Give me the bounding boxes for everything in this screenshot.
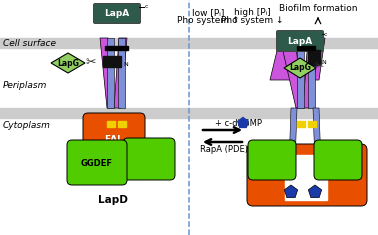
Text: c: c <box>145 4 149 9</box>
Polygon shape <box>313 108 321 165</box>
Bar <box>105 46 128 50</box>
Text: c: c <box>324 31 327 36</box>
FancyBboxPatch shape <box>83 113 145 170</box>
Bar <box>107 121 115 127</box>
Text: N: N <box>321 60 326 65</box>
Bar <box>118 121 126 127</box>
Bar <box>308 50 320 65</box>
Text: N: N <box>123 62 128 67</box>
Bar <box>297 46 315 50</box>
Polygon shape <box>100 38 114 108</box>
Text: ✂: ✂ <box>86 56 96 70</box>
Bar <box>103 56 121 67</box>
Text: Cytoplasm: Cytoplasm <box>3 121 51 129</box>
Polygon shape <box>280 38 303 108</box>
FancyBboxPatch shape <box>276 31 324 51</box>
Bar <box>0 38 378 48</box>
Text: high [Pᵢ]: high [Pᵢ] <box>234 8 270 17</box>
Bar <box>297 121 305 127</box>
FancyBboxPatch shape <box>314 140 362 180</box>
Text: Pho system ↑: Pho system ↑ <box>177 16 239 25</box>
Text: ✂: ✂ <box>314 61 324 71</box>
Text: low [Pᵢ]: low [Pᵢ] <box>192 8 224 17</box>
Polygon shape <box>270 38 301 80</box>
Bar <box>118 38 125 108</box>
Bar <box>0 108 378 118</box>
Polygon shape <box>289 108 297 165</box>
Text: Periplasm: Periplasm <box>3 81 47 90</box>
FancyBboxPatch shape <box>123 138 175 180</box>
Polygon shape <box>284 58 316 78</box>
Text: LapG: LapG <box>289 63 311 73</box>
Polygon shape <box>51 53 85 73</box>
Text: Biofilm formation: Biofilm formation <box>279 4 357 13</box>
Bar <box>285 155 327 200</box>
Bar <box>308 121 316 127</box>
FancyBboxPatch shape <box>248 140 296 180</box>
Polygon shape <box>303 38 320 108</box>
Text: EAL: EAL <box>105 136 124 145</box>
FancyBboxPatch shape <box>247 144 367 206</box>
Text: + c-di-GMP: + c-di-GMP <box>215 118 262 128</box>
Bar <box>107 38 114 108</box>
Text: Pho system ↓: Pho system ↓ <box>221 16 283 25</box>
FancyBboxPatch shape <box>67 140 127 185</box>
Text: RapA (PDE): RapA (PDE) <box>200 145 248 154</box>
Polygon shape <box>114 38 127 108</box>
Text: LapA: LapA <box>104 8 130 17</box>
Text: Cell surface: Cell surface <box>3 39 56 47</box>
Text: LapG: LapG <box>57 59 79 67</box>
Bar <box>297 38 304 108</box>
Text: GGDEF: GGDEF <box>81 158 113 168</box>
FancyBboxPatch shape <box>93 4 141 24</box>
Text: LapD: LapD <box>98 195 128 205</box>
Bar <box>308 38 315 108</box>
Polygon shape <box>305 38 325 80</box>
Text: LapA: LapA <box>287 36 313 46</box>
